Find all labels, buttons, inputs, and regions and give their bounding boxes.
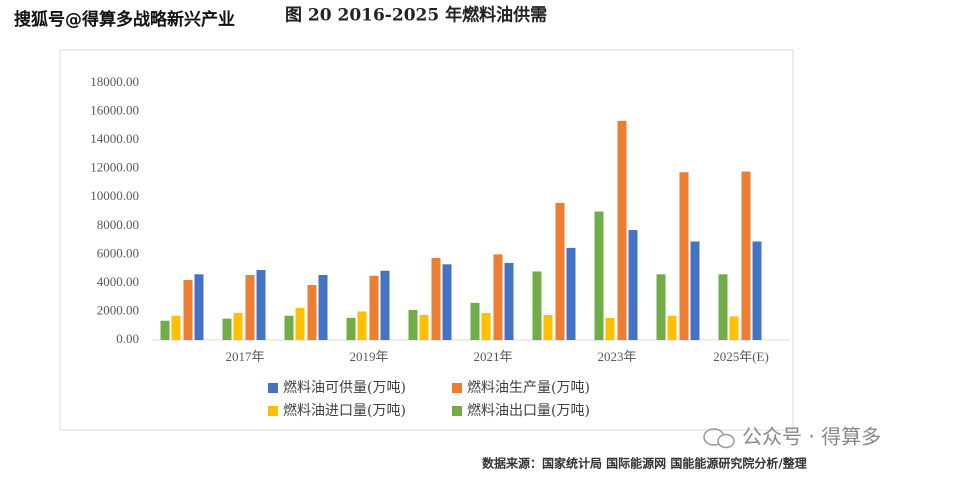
bar [656,274,666,340]
bar [431,257,441,340]
bar [346,317,356,340]
bar [183,280,193,340]
bar [628,230,638,340]
bar [605,317,615,340]
y-tick-label: 4000.00 [97,274,139,289]
chart-title: 图 20 2016-2025 年燃料油供需 [285,5,547,26]
bar [718,274,728,340]
y-tick-label: 6000.00 [97,245,139,260]
legend-swatch [452,406,462,416]
bar [729,316,739,340]
bar [408,310,418,340]
bar [504,262,514,340]
bar [233,312,243,340]
chart-frame [59,49,794,431]
y-tick-label: 10000.00 [90,188,139,203]
bar [357,311,367,340]
legend-swatch [452,383,462,393]
x-tick-label: 2017年 [225,349,264,364]
bar [160,320,170,340]
legend-label: 燃料油可供量(万吨) [283,379,406,396]
bar [256,270,266,340]
bar [752,241,762,340]
y-tick-label: 12000.00 [90,160,139,175]
y-tick-label: 18000.00 [90,74,139,89]
x-tick-label: 2019年 [349,349,388,364]
bar [442,264,452,340]
bar [566,247,576,340]
y-tick-label: 0.00 [116,331,139,346]
bar [194,274,204,340]
bar [171,315,181,340]
bar [594,211,604,340]
bar [481,312,491,340]
legend-swatch [268,383,278,393]
bar [419,315,429,340]
x-tick-label: 2023年 [597,349,636,364]
y-tick-label: 8000.00 [97,217,139,232]
bar [741,171,751,340]
x-tick-label: 2025年(E) [713,349,769,364]
bar [222,318,232,340]
bar [543,315,553,340]
y-tick-label: 16000.00 [90,103,139,118]
x-tick-label: 2021年 [473,349,512,364]
y-tick-label: 14000.00 [90,131,139,146]
bar [295,307,305,340]
legend-label: 燃料油生产量(万吨) [467,379,590,396]
bar [617,120,627,340]
bar [470,302,480,340]
legend-label: 燃料油进口量(万吨) [283,402,406,419]
bar [380,270,390,340]
account-icon [703,428,735,449]
bar [307,285,317,340]
account-name: 公众号 · 得算多 [742,425,881,449]
bar [369,275,379,340]
legend-label: 燃料油出口量(万吨) [467,402,590,419]
y-tick-label: 2000.00 [97,302,139,317]
bar [318,275,328,340]
bar [245,275,255,340]
bar [284,315,294,340]
bar [667,315,677,340]
legend-swatch [268,406,278,416]
bar [555,202,565,340]
bar [679,172,689,340]
bar [493,254,503,340]
source-note: 数据来源：国家统计局 国际能源网 国能能源研究院分析/整理 [482,456,807,471]
watermark: 搜狐号@得算多战略新兴产业 [14,9,235,30]
bar [532,271,542,340]
bar [690,241,700,340]
